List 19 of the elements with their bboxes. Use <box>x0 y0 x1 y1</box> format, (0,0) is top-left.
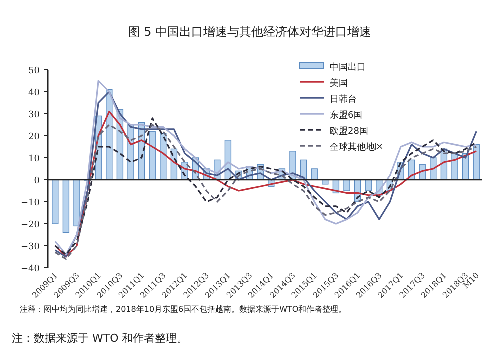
legend-label: 中国出口 <box>330 62 366 73</box>
legend-label: 美国 <box>330 78 348 89</box>
chart-title: 图 5 中国出口增速与其他经济体对华进口增速 <box>128 25 372 39</box>
y-tick-label: −10 <box>21 198 40 208</box>
y-tick-label: 0 <box>34 176 40 186</box>
y-tick-label: 50 <box>28 66 40 76</box>
legend-label: 欧盟28国 <box>330 126 368 137</box>
y-tick-label: 40 <box>28 88 40 98</box>
y-tick-label: −40 <box>21 264 40 274</box>
y-tick-label: 20 <box>28 132 40 142</box>
y-tick-label: 30 <box>28 110 40 120</box>
legend-label: 全球其他地区 <box>330 142 384 153</box>
y-tick-label: −20 <box>21 220 40 230</box>
text: 注：数据来源于 WTO 和作者整理。 <box>12 332 188 345</box>
text: 注释：图中均为同比增速，2018年10月东盟6国不包括越南。数据来源于WTO和作者整理。 <box>20 305 347 314</box>
legend-label: 日韩台 <box>330 94 357 105</box>
y-tick-label: 10 <box>28 154 40 164</box>
legend-label: 东盟6国 <box>330 110 363 121</box>
y-tick-label: −30 <box>21 242 40 252</box>
